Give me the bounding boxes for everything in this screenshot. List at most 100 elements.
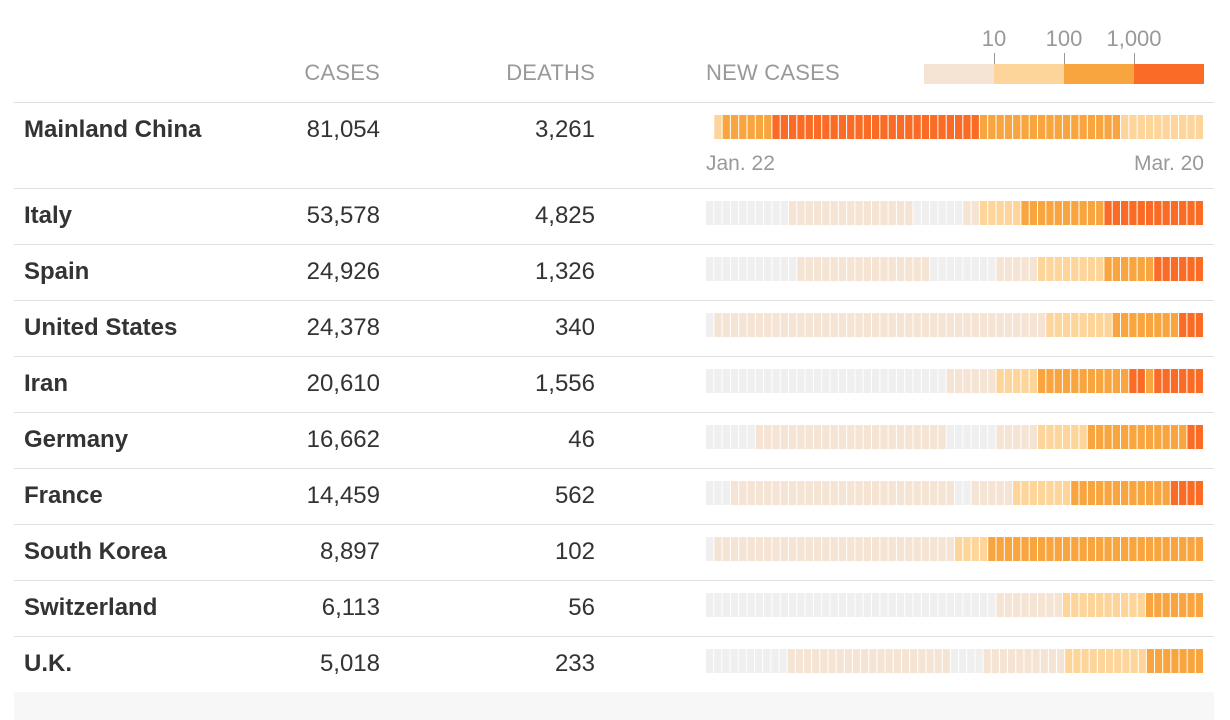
- day-cell: [1179, 481, 1187, 505]
- table-row: Italy 53,578 4,825: [14, 188, 1214, 244]
- day-cell: [905, 313, 913, 337]
- day-cell: [747, 115, 755, 139]
- day-cell: [714, 537, 722, 561]
- day-cell: [838, 257, 847, 281]
- day-cell: [1112, 313, 1120, 337]
- day-cell: [1079, 201, 1087, 225]
- deaths-value: 102: [554, 538, 595, 565]
- day-cell: [1145, 313, 1154, 337]
- day-cell: [1179, 115, 1187, 139]
- day-cell: [855, 257, 863, 281]
- day-cell: [1021, 537, 1029, 561]
- day-cell: [730, 115, 739, 139]
- day-cell: [1054, 425, 1062, 449]
- day-cell: [1029, 313, 1037, 337]
- day-cell: [822, 313, 830, 337]
- day-cell: [1021, 201, 1029, 225]
- day-cell: [913, 425, 921, 449]
- day-cell: [764, 369, 772, 393]
- day-cell: [1162, 201, 1170, 225]
- legend-tick-label: 100: [1045, 26, 1083, 51]
- day-cell: [838, 369, 847, 393]
- country-name: Germany: [24, 426, 129, 453]
- day-cell: [1038, 369, 1046, 393]
- day-cell: [921, 537, 930, 561]
- day-cell: [979, 201, 988, 225]
- day-cell: [1195, 369, 1203, 393]
- day-cell: [764, 201, 772, 225]
- day-cell: [921, 369, 930, 393]
- day-cell: [963, 425, 971, 449]
- day-cell: [830, 425, 838, 449]
- day-cell: [822, 593, 830, 617]
- day-cell: [764, 537, 772, 561]
- day-cell: [1170, 593, 1179, 617]
- day-cell: [975, 649, 983, 673]
- day-cell: [706, 313, 714, 337]
- day-cell: [955, 115, 963, 139]
- day-cell: [996, 313, 1004, 337]
- day-cell: [1121, 257, 1129, 281]
- deaths-value: 233: [554, 650, 595, 677]
- day-cell: [1162, 593, 1170, 617]
- day-cell: [822, 537, 830, 561]
- day-cell: [755, 425, 764, 449]
- day-cell: [830, 481, 838, 505]
- day-cell: [1013, 201, 1021, 225]
- day-cell: [1013, 115, 1021, 139]
- day-cell: [863, 257, 871, 281]
- day-cell: [913, 201, 921, 225]
- day-cell: [1054, 257, 1062, 281]
- day-cell: [938, 425, 946, 449]
- day-cell: [1187, 201, 1195, 225]
- day-cell: [896, 257, 905, 281]
- day-cell: [1024, 649, 1032, 673]
- day-cell: [1162, 115, 1170, 139]
- day-cell: [830, 369, 838, 393]
- day-cell: [1071, 369, 1079, 393]
- day-cell: [880, 313, 888, 337]
- day-cell: [1096, 313, 1104, 337]
- day-cell: [1048, 649, 1057, 673]
- day-cell: [1137, 201, 1145, 225]
- day-cell: [1187, 537, 1195, 561]
- day-cell: [946, 115, 954, 139]
- day-cell: [1062, 425, 1071, 449]
- day-cell: [885, 649, 893, 673]
- day-cell: [1038, 201, 1046, 225]
- day-cell: [946, 369, 954, 393]
- day-cell: [747, 481, 755, 505]
- day-cell: [1073, 649, 1081, 673]
- cases-value: 8,897: [319, 538, 380, 565]
- day-cell: [706, 537, 714, 561]
- day-cell: [855, 537, 863, 561]
- day-cell: [988, 425, 996, 449]
- day-cell: [872, 115, 880, 139]
- day-cell: [1096, 201, 1104, 225]
- day-cell: [1008, 649, 1016, 673]
- day-cell: [1013, 257, 1021, 281]
- day-cell: [764, 481, 772, 505]
- day-cell: [979, 537, 988, 561]
- day-cell: [1013, 313, 1021, 337]
- day-cell: [888, 425, 896, 449]
- day-cell: [1016, 649, 1024, 673]
- day-cell: [880, 425, 888, 449]
- day-cell: [955, 369, 963, 393]
- day-cell: [955, 313, 963, 337]
- day-cell: [1087, 369, 1096, 393]
- new-cases-strip: [706, 313, 1203, 337]
- day-cell: [921, 257, 930, 281]
- day-cell: [1146, 649, 1155, 673]
- day-cell: [1138, 649, 1146, 673]
- legend-tick-mark: [994, 53, 995, 64]
- day-cell: [1154, 369, 1162, 393]
- day-cell: [822, 257, 830, 281]
- day-cell: [1195, 481, 1203, 505]
- day-cell: [1081, 649, 1089, 673]
- day-cell: [1021, 369, 1029, 393]
- footer-band: [14, 692, 1214, 720]
- day-cell: [1179, 593, 1187, 617]
- day-cell: [1079, 481, 1087, 505]
- day-cell: [905, 201, 913, 225]
